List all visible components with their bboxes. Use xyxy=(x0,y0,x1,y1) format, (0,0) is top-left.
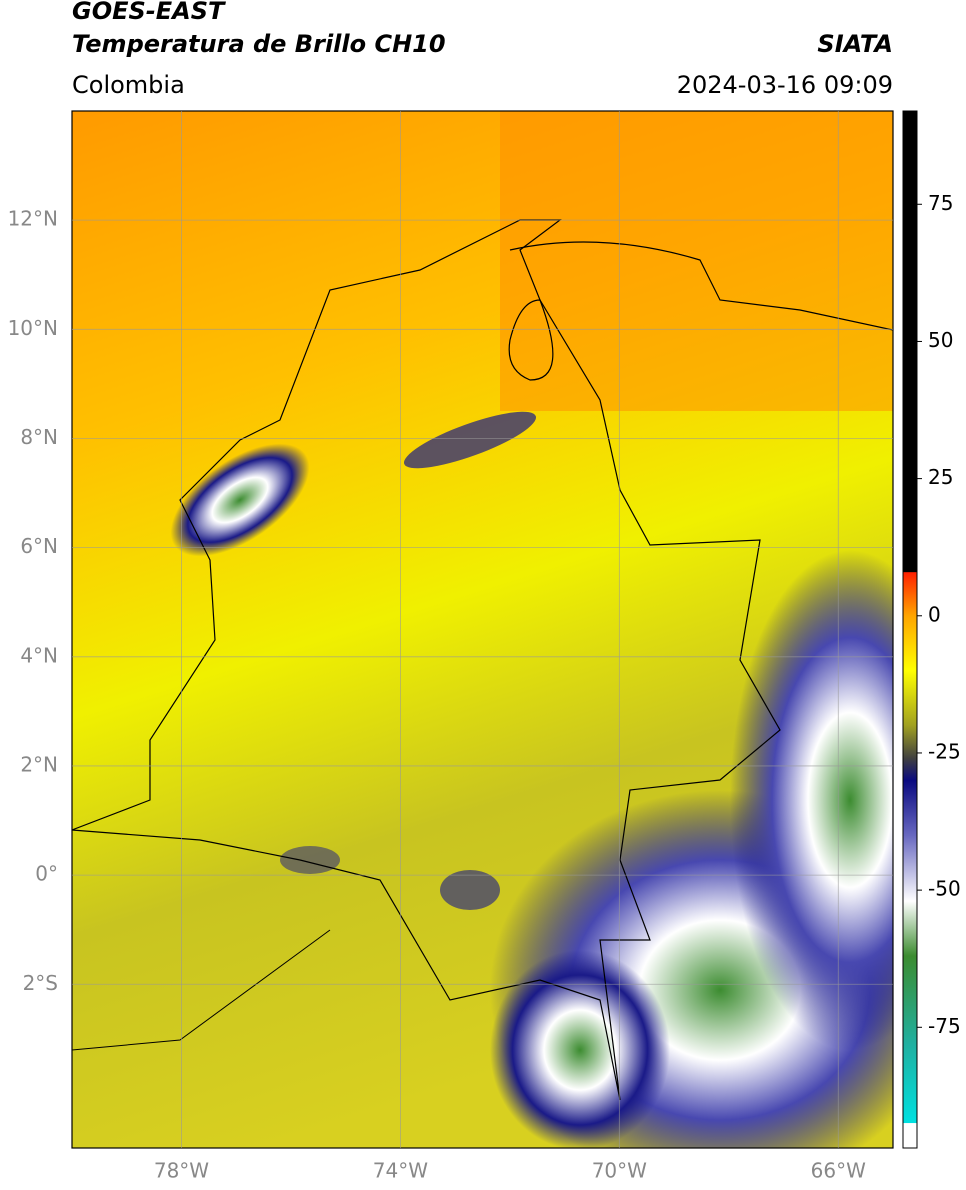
x-tick-label: 78°W xyxy=(154,1159,209,1183)
colorbar xyxy=(902,110,918,1149)
source: SIATA xyxy=(817,30,893,58)
y-tick-label: 2°S xyxy=(23,971,58,995)
colorbar-tick-label: 25 xyxy=(928,465,953,489)
subtitle: Temperatura de Brillo CH10 xyxy=(72,30,446,58)
map-image xyxy=(72,111,893,1148)
colorbar-tick-label: -25 xyxy=(928,739,961,763)
region: Colombia xyxy=(72,71,185,99)
colorbar-tick-label: -75 xyxy=(928,1014,961,1038)
colorbar-tick-label: -50 xyxy=(928,877,961,901)
colorbar-tick-label: 75 xyxy=(928,191,953,215)
y-tick-label: 2°N xyxy=(20,752,58,776)
y-tick-label: 12°N xyxy=(8,207,58,231)
y-tick-label: 8°N xyxy=(20,425,58,449)
x-tick-label: 74°W xyxy=(373,1159,428,1183)
y-tick-label: 10°N xyxy=(8,316,58,340)
colorbar-tick-label: 50 xyxy=(928,328,953,352)
y-tick-label: 4°N xyxy=(20,643,58,667)
colorbar-tick-label: 0 xyxy=(928,602,941,626)
x-tick-label: 70°W xyxy=(592,1159,647,1183)
map-frame xyxy=(71,110,894,1149)
title: GOES-EAST xyxy=(72,0,226,25)
y-tick-label: 6°N xyxy=(20,534,58,558)
datetime: 2024-03-16 09:09 xyxy=(677,71,893,99)
y-tick-label: 0° xyxy=(35,862,58,886)
x-tick-label: 66°W xyxy=(811,1159,866,1183)
